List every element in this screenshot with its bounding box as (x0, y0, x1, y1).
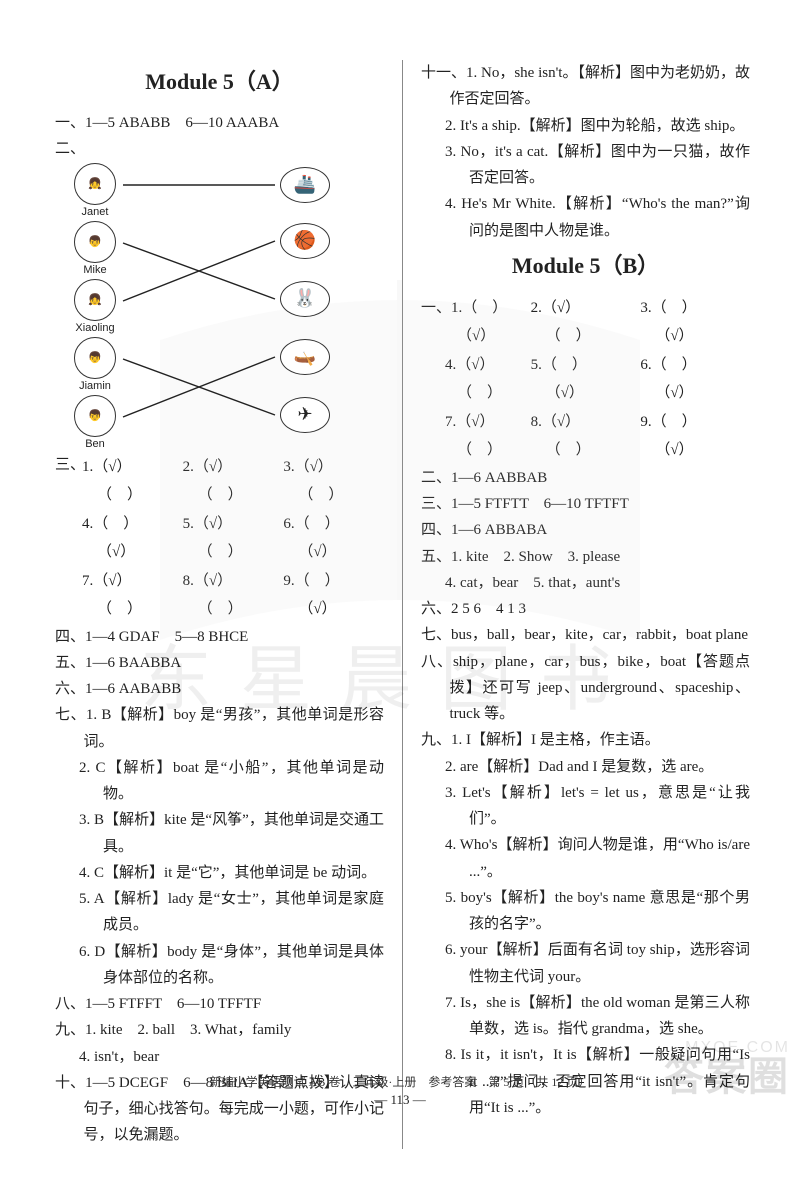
a-section-11-2: 2. It's a ship.【解析】图中为轮船，故选 ship。 (421, 113, 750, 139)
b-section-9-2: 2. are【解析】Dad and I 是复数，选 are。 (421, 754, 750, 780)
a-section-7-1: 七、1. B【解析】boy 是“男孩”，其他单词是形容词。 (55, 702, 384, 755)
b-section-3: 三、1—5 FTFTT 6—10 TFTFT (421, 491, 750, 517)
left-column: Module 5（A） 一、1—5 ABABB 6—10 AAABA 二、 👧 … (55, 60, 402, 1149)
match-right-ship: 🚢 (275, 167, 335, 203)
b-section-1-grid: 一、1.（ ）2.（√）3.（ ） （√）（ ）（√） 4.（√）5.（ ）6.… (421, 294, 750, 465)
a-section-7-6: 6. D【解析】body 是“身体”，其他单词是具体身体部位的名称。 (55, 939, 384, 992)
b-section-5: 五、1. kite 2. Show 3. please (421, 544, 750, 570)
a-section-5: 五、1—6 BAABBA (55, 650, 384, 676)
match-left-xiaoling: 👧 Xiaoling (65, 279, 125, 334)
match-right-ball: 🏀 (275, 223, 335, 259)
a-section-9: 九、1. kite 2. ball 3. What，family (55, 1017, 384, 1043)
b-section-5b: 4. cat，bear 5. that，aunt's (421, 570, 750, 596)
a-section-11-1: 十一、1. No，she isn't。【解析】图中为老奶奶，故作否定回答。 (421, 60, 750, 113)
right-column: 十一、1. No，she isn't。【解析】图中为老奶奶，故作否定回答。 2.… (402, 60, 750, 1149)
a-section-7-4: 4. C【解析】it 是“它”，其他单词是 be 动词。 (55, 860, 384, 886)
b-section-9-7: 7. Is，she is【解析】the old woman 是第三人称单数，选 … (421, 990, 750, 1043)
b-section-2: 二、1—6 AABBAB (421, 465, 750, 491)
b-section-9-3: 3. Let's【解析】let's = let us，意思是“让我们”。 (421, 780, 750, 833)
a-section-6: 六、1—6 AABABB (55, 676, 384, 702)
match-right-boat: 🛶 (275, 339, 335, 375)
footer-page-number: — 113 — (0, 1092, 800, 1108)
a-section-11-3: 3. No，it's a cat.【解析】图中为一只猫，故作否定回答。 (421, 139, 750, 192)
a-section-8: 八、1—5 FTFFT 6—10 TFFTF (55, 991, 384, 1017)
a-section-9b: 4. isn't，bear (55, 1044, 384, 1070)
b-section-9-5: 5. boy's【解析】the boy's name 意思是“那个男孩的名字”。 (421, 885, 750, 938)
a-section-1: 一、1—5 ABABB 6—10 AAABA (55, 110, 384, 136)
b-section-9-4: 4. Who's【解析】询问人物是谁，用“Who is/are ...”。 (421, 832, 750, 885)
match-left-mike: 👦 Mike (65, 221, 125, 276)
a-section-4: 四、1—4 GDAF 5—8 BHCE (55, 624, 384, 650)
b-section-8: 八、ship，plane，car，bus，bike，boat【答题点拨】还可写 … (421, 649, 750, 728)
a-section-3-row1: 三、 1.（√）2.（√）3.（√） （ ）（ ）（ ） 4.（ ）5.（√）6… (55, 453, 384, 624)
b-section-9-6: 6. your【解析】后面有名词 toy ship，选形容词性物主代词 your… (421, 937, 750, 990)
match-left-ben: 👦 Ben (65, 395, 125, 450)
match-right-rabbit: 🐰 (275, 281, 335, 317)
a-section-7-3: 3. B【解析】kite 是“风筝”，其他单词是交通工具。 (55, 807, 384, 860)
a-section-11-4: 4. He's Mr White.【解析】“Who's the man?”询问的… (421, 191, 750, 244)
page-columns: Module 5（A） 一、1—5 ABABB 6—10 AAABA 二、 👧 … (0, 0, 800, 1189)
footer-line-1: 新编小学英语测试 AB 卷 三年级·上册 参考答案 第 5 页（共 12 页） (0, 1073, 800, 1090)
matching-diagram: 👧 Janet 👦 Mike 👧 Xiaoling 👦 Jiamin 👦 Ben… (65, 163, 384, 453)
match-label: Janet (65, 206, 125, 218)
match-left-jiamin: 👦 Jiamin (65, 337, 125, 392)
a-section-2-label: 二、 (55, 136, 384, 162)
b-section-4: 四、1—6 ABBABA (421, 517, 750, 543)
face-icon: 👧 (74, 163, 116, 205)
a-section-7-5: 5. A【解析】lady 是“女士”，其他单词是家庭成员。 (55, 886, 384, 939)
module-b-title: Module 5（B） (421, 248, 750, 280)
match-left-janet: 👧 Janet (65, 163, 125, 218)
module-a-title: Module 5（A） (55, 64, 384, 96)
match-right-plane: ✈ (275, 397, 335, 433)
b-section-6: 六、2 5 6 4 1 3 (421, 596, 750, 622)
a-section-7-2: 2. C【解析】boat 是“小船”，其他单词是动物。 (55, 755, 384, 808)
b-section-7: 七、bus，ball，bear，kite，car，rabbit，boat pla… (421, 622, 750, 648)
b-section-9-1: 九、1. I【解析】I 是主格，作主语。 (421, 727, 750, 753)
